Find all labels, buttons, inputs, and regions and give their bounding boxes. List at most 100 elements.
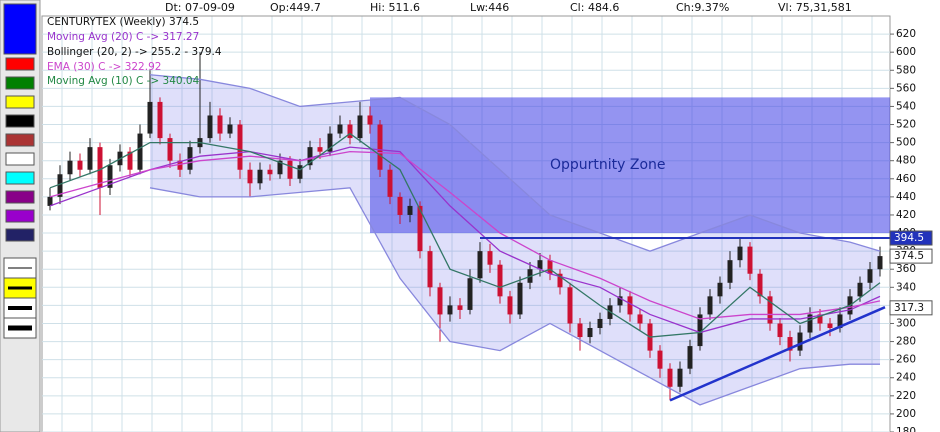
candle-body — [567, 287, 573, 324]
candle-body — [387, 169, 393, 197]
candle-body — [507, 296, 513, 315]
y-tick-label: 440 — [896, 191, 916, 203]
swatch[interactable] — [5, 57, 35, 71]
candle-body — [817, 314, 823, 324]
candle-body — [257, 169, 263, 184]
candle-body — [637, 314, 643, 324]
candle-body — [867, 269, 873, 283]
swatch[interactable] — [5, 76, 35, 90]
color-swatches[interactable] — [3, 3, 37, 339]
candle-body — [807, 314, 813, 333]
header: Dt: 07-09-09 Op:449.7 Hi: 511.6 Lw:446 C… — [165, 1, 852, 14]
indicator-line — [149, 187, 880, 406]
candle-body — [697, 314, 703, 347]
candle-body — [377, 124, 383, 170]
swatch[interactable] — [5, 190, 35, 204]
candle-body — [417, 205, 423, 252]
candle-body — [757, 273, 763, 297]
candle-body — [557, 273, 563, 288]
legend-entry: Bollinger (20, 2) -> 255.2 - 379.4 — [47, 46, 222, 58]
candle-body — [577, 323, 583, 338]
candle-body — [667, 368, 673, 387]
price-marker-label: 394.5 — [894, 232, 924, 244]
candle-body — [77, 160, 83, 170]
swatch[interactable] — [5, 171, 35, 185]
candle-body — [347, 124, 353, 139]
opportunity-zone — [370, 97, 890, 234]
candle-body — [407, 205, 413, 215]
y-tick-label: 480 — [896, 155, 916, 167]
candle-body — [687, 346, 693, 369]
candle-body — [437, 287, 443, 315]
candle-body — [147, 101, 153, 134]
trend-line — [669, 306, 886, 402]
price-marker-label: 374.5 — [894, 250, 924, 262]
candle-body — [727, 260, 733, 283]
candle-body — [547, 260, 553, 274]
candle-body — [517, 282, 523, 315]
candle-body — [677, 368, 683, 387]
swatch[interactable] — [5, 209, 35, 223]
y-tick-label: 300 — [896, 317, 916, 329]
candle-body — [477, 251, 483, 279]
y-tick-label: 360 — [896, 263, 916, 275]
y-tick-label: 420 — [896, 209, 916, 221]
y-tick-label: 620 — [896, 28, 916, 40]
y-tick-label: 260 — [896, 354, 916, 366]
candle-body — [267, 169, 273, 175]
header-open: Op:449.7 — [270, 1, 321, 14]
swatch[interactable] — [5, 228, 35, 242]
candle-body — [707, 296, 713, 315]
legend: CENTURYTEX (Weekly) 374.5 Moving Avg (20… — [47, 16, 222, 87]
candle-body — [597, 318, 603, 328]
price-marker — [889, 300, 933, 316]
indicator-line — [149, 74, 881, 252]
candle-body — [587, 328, 593, 338]
candle-body — [797, 332, 803, 351]
header-volume: Vl: 75,31,581 — [778, 1, 852, 14]
candle-body — [207, 115, 213, 139]
plot: Oppurtnity Zone — [47, 52, 890, 406]
candle-body — [447, 305, 453, 315]
y-tick-label: 560 — [896, 82, 916, 94]
candle-body — [497, 264, 503, 297]
y-tick-label: 580 — [896, 64, 916, 76]
candle-body — [127, 151, 133, 170]
y-tick-label: 240 — [896, 372, 916, 384]
candle-body — [787, 337, 793, 351]
swatch[interactable] — [5, 114, 35, 128]
candle-body — [97, 147, 103, 188]
candle-body — [277, 160, 283, 175]
candle-body — [287, 160, 293, 179]
candle-body — [467, 278, 473, 310]
y-tick-label: 280 — [896, 336, 916, 348]
candle-body — [297, 165, 303, 179]
candle-body — [657, 350, 663, 369]
swatch[interactable] — [5, 133, 35, 147]
candle-body — [877, 256, 883, 270]
y-tick-label: 520 — [896, 119, 916, 131]
candle-body — [227, 124, 233, 134]
swatch[interactable] — [5, 95, 35, 109]
swatch[interactable] — [5, 152, 35, 166]
candle-body — [717, 282, 723, 297]
candle-body — [247, 169, 253, 184]
header-low: Lw:446 — [470, 1, 509, 14]
header-change: Ch:9.37% — [676, 1, 729, 14]
y-tick-label: 220 — [896, 390, 916, 402]
candle-body — [627, 296, 633, 315]
y-tick-label: 500 — [896, 137, 916, 149]
price-marker — [889, 230, 933, 246]
price-marker — [889, 248, 933, 264]
candle-body — [617, 296, 623, 306]
swatch[interactable] — [3, 3, 37, 55]
candle-body — [397, 196, 403, 215]
candle-body — [167, 138, 173, 161]
candle-body — [857, 282, 863, 297]
candle-body — [107, 165, 113, 188]
candle-body — [537, 260, 543, 270]
legend-entry: Moving Avg (10) C -> 340.04 — [47, 75, 200, 87]
y-tick-label: 180 — [896, 426, 916, 432]
candle-body — [57, 174, 63, 197]
